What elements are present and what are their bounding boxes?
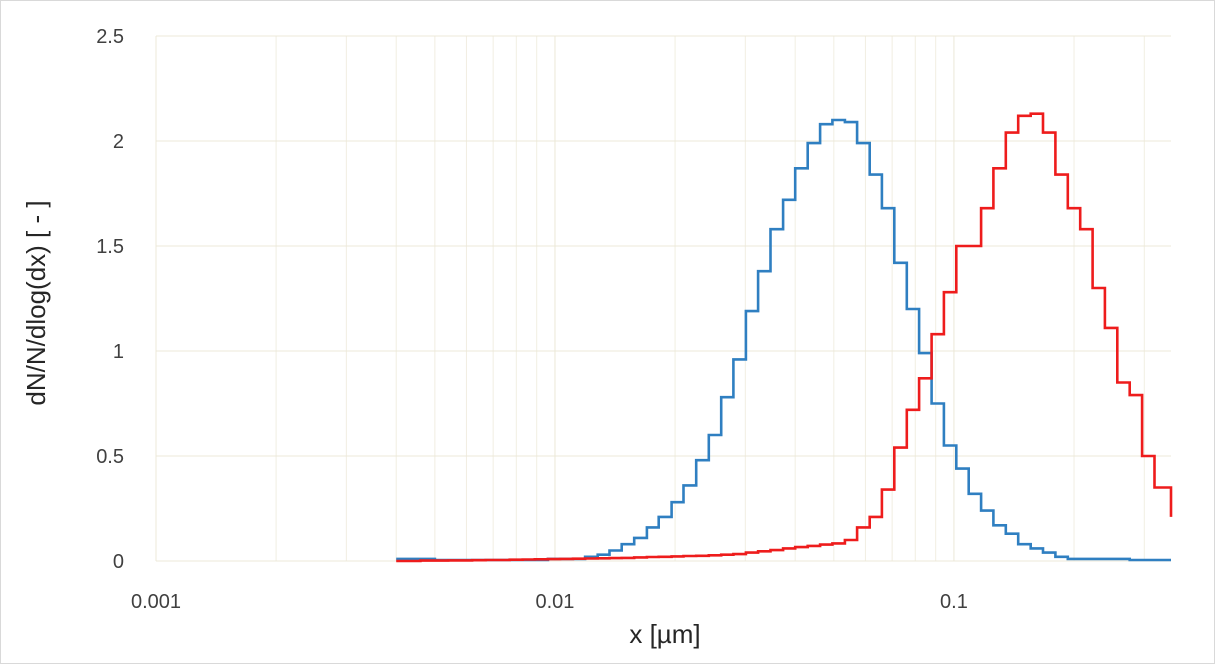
tick-labels: 0.001 0.01 0.1 0 0.5 1 1.5 2 2.5 — [96, 26, 968, 613]
series-2-line — [396, 112, 1173, 563]
x-axis-title: x [µm] — [629, 619, 700, 649]
y-tick-label: 2.5 — [96, 26, 124, 48]
y-tick-label: 0.5 — [96, 446, 124, 468]
x-tick-label: 0.1 — [940, 591, 968, 613]
x-tick-label: 0.001 — [131, 591, 181, 613]
y-tick-label: 2 — [113, 131, 124, 153]
y-tick-label: 1 — [113, 341, 124, 363]
series-lines — [396, 112, 1173, 563]
y-tick-label: 1.5 — [96, 236, 124, 258]
y-tick-label: 0 — [113, 551, 124, 573]
grid-lines — [155, 35, 1171, 562]
series-1-line — [396, 118, 1171, 562]
y-axis-title: dN/N/dlog(dx) [ - ] — [21, 200, 51, 405]
x-tick-label: 0.01 — [535, 591, 574, 613]
